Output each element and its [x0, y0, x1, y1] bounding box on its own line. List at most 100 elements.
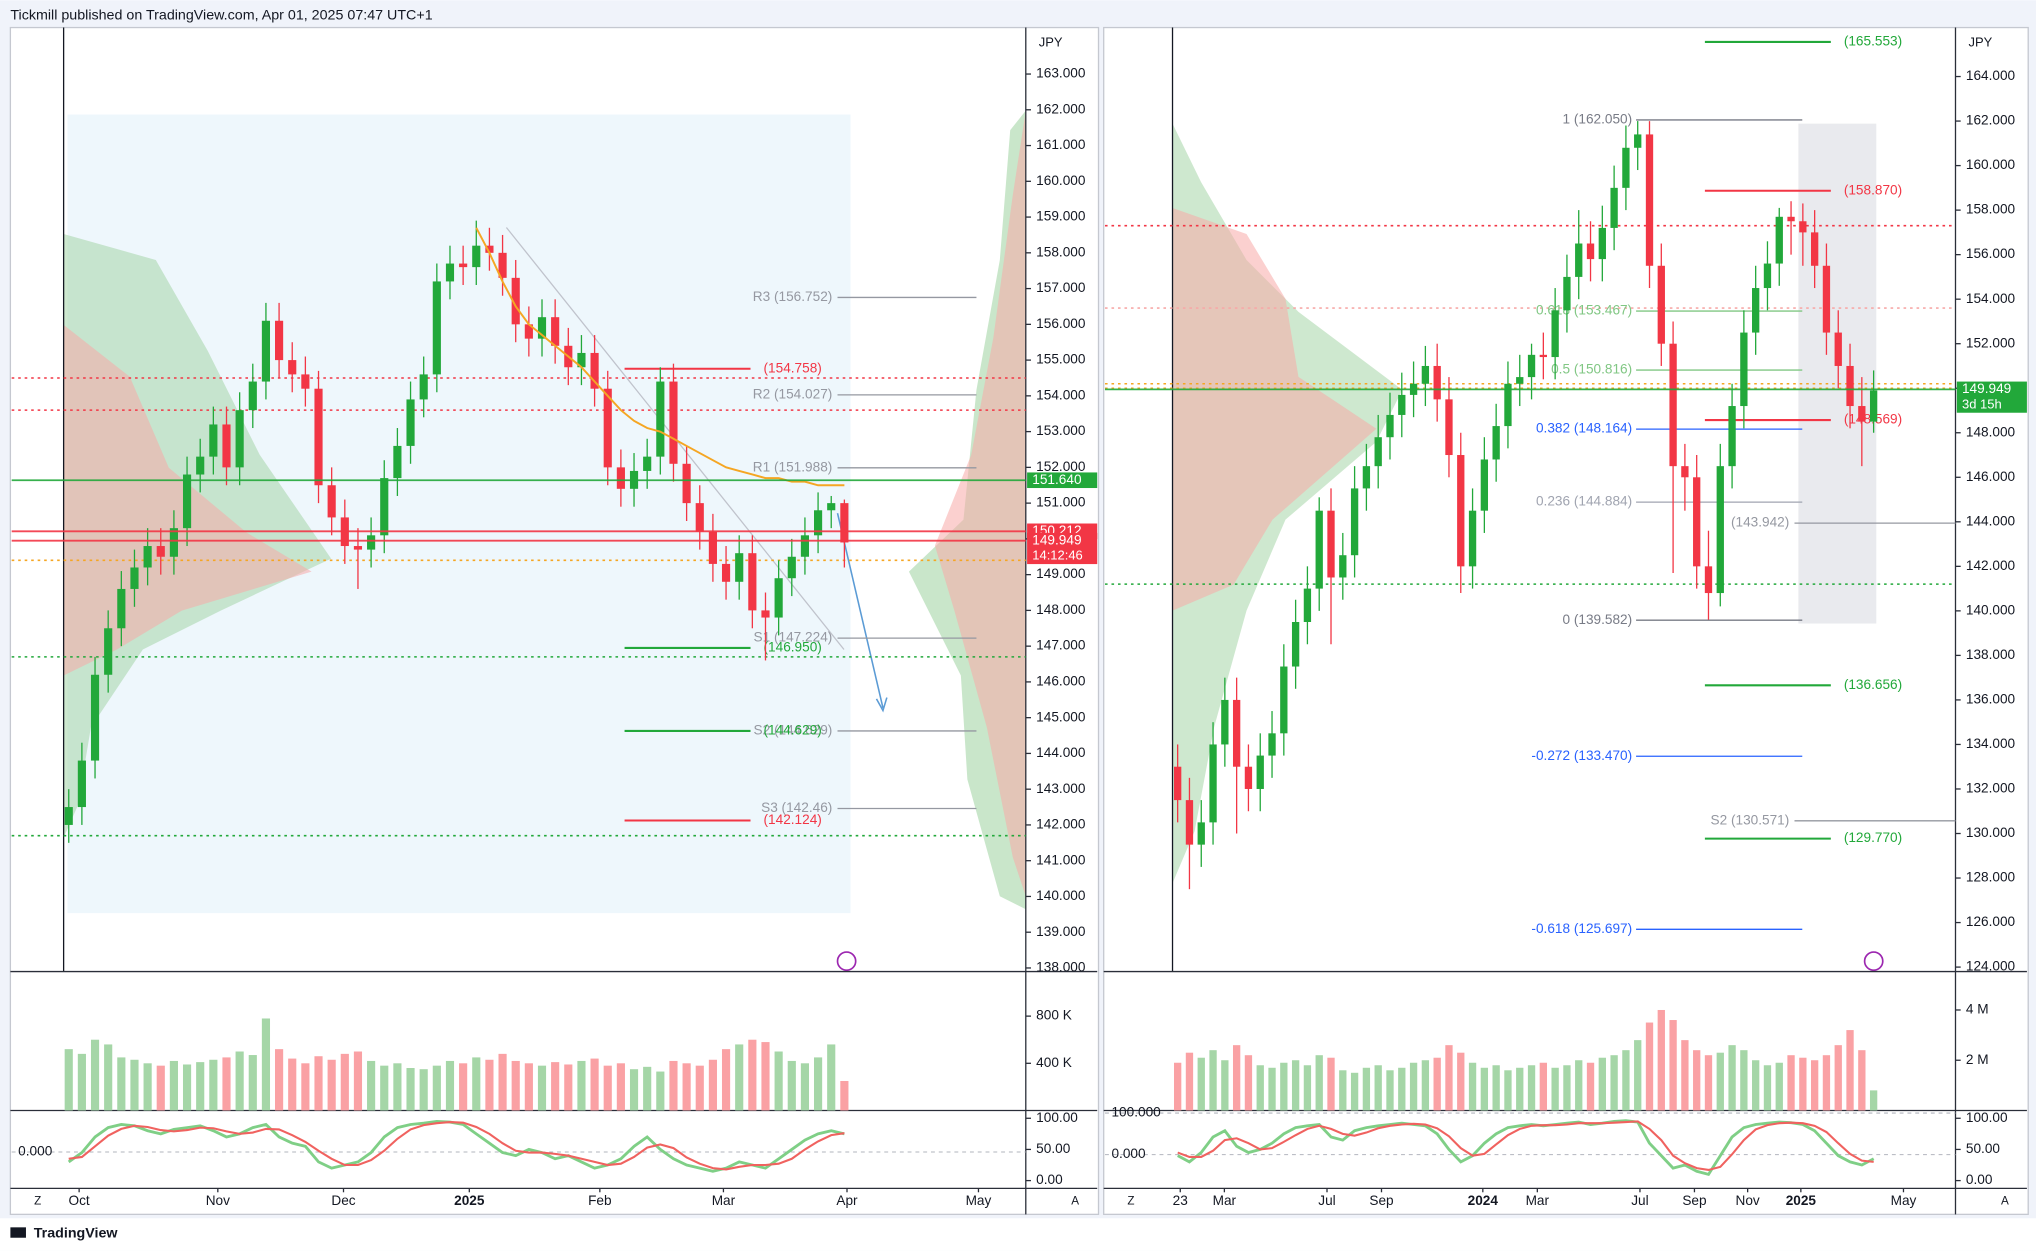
volume-bar — [1869, 1090, 1878, 1111]
volume-bar — [1634, 1040, 1642, 1111]
candle-body — [1775, 216, 1783, 264]
pivot-label: R2 (154.027) — [753, 386, 833, 401]
volume-bar — [117, 1057, 126, 1111]
volume-bar — [603, 1065, 612, 1111]
volume-bar — [1445, 1045, 1453, 1111]
volume-bar — [1822, 1055, 1831, 1111]
y-tick-label: 146.000 — [1966, 469, 2016, 484]
currency: JPY — [1968, 35, 1992, 50]
volume-bar — [1268, 1067, 1276, 1111]
volume-bar — [1799, 1057, 1807, 1111]
fib-label: -0.618 (125.697) — [1531, 921, 1632, 936]
volume-bar — [1539, 1062, 1547, 1111]
volume-bar — [432, 1065, 441, 1111]
y-tick-label: 162.000 — [1966, 113, 2016, 128]
volume-bar — [1693, 1050, 1701, 1111]
volume-bar — [1386, 1070, 1394, 1111]
lightning-icon[interactable] — [836, 951, 857, 972]
y-tick-label: 147.000 — [1036, 638, 1086, 653]
y-tick-label: 163.000 — [1036, 66, 1086, 81]
volume-bar — [721, 1049, 731, 1111]
x-tick-label: 2025 — [1786, 1193, 1817, 1208]
price-badge-label: 149.949 — [1962, 381, 2011, 396]
candle-body — [1645, 134, 1654, 266]
osc-tick-label: 0.00 — [1036, 1172, 1063, 1187]
volume-bar — [248, 1055, 257, 1111]
candle-body — [1858, 406, 1866, 422]
candle-body — [695, 503, 704, 532]
osc-tick-label: 50.00 — [1966, 1141, 2001, 1156]
volume-bar — [656, 1071, 665, 1111]
volume-bar — [235, 1051, 244, 1111]
candle-body — [445, 263, 455, 282]
volume-bar — [1716, 1052, 1724, 1111]
lightning-icon[interactable] — [1863, 951, 1884, 972]
candle-body — [1398, 394, 1406, 415]
volume-bar — [1244, 1055, 1253, 1111]
volume-bar — [1232, 1045, 1241, 1111]
candle-body — [498, 252, 507, 278]
fib-label: 0 (139.582) — [1562, 612, 1632, 627]
x-tick-label: Sep — [1369, 1193, 1393, 1208]
y-tick-label: 154.000 — [1036, 387, 1086, 402]
volume-bar — [419, 1069, 428, 1111]
candle-body — [1232, 699, 1241, 767]
volume-bar — [261, 1018, 271, 1111]
price-badge-countdown: 14:12:46 — [1032, 548, 1082, 563]
price-badge — [1027, 472, 1098, 489]
candle-body — [1563, 276, 1571, 311]
candle-body — [590, 352, 599, 389]
candle-body — [577, 352, 586, 368]
volume-bar — [1575, 1060, 1583, 1111]
volume-bar — [840, 1080, 849, 1111]
volume-bar — [537, 1065, 547, 1111]
volume-bar — [327, 1059, 336, 1111]
volume-bar — [1704, 1055, 1713, 1111]
volume-bar — [787, 1060, 796, 1111]
candle-body — [196, 456, 205, 475]
fib-label: 0.618 (153.467) — [1536, 303, 1632, 318]
candle-body — [1575, 243, 1583, 277]
candle-body — [1433, 365, 1441, 400]
candle-body — [459, 263, 468, 268]
candle-body — [156, 546, 165, 557]
volume-bar — [406, 1068, 415, 1111]
y-tick-label: 158.000 — [1036, 244, 1086, 259]
candle-body — [1327, 510, 1335, 578]
candle-body — [1716, 466, 1724, 594]
candle-body — [301, 374, 310, 389]
auto-button: A — [2001, 1194, 2009, 1207]
candle-body — [117, 588, 126, 629]
volume-bar — [1433, 1057, 1441, 1111]
x-tick-label: Mar — [1526, 1193, 1550, 1208]
pivot-label: (143.942) — [1731, 515, 1789, 530]
currency: JPY — [1039, 35, 1063, 50]
header: Tickmill published on TradingView.com, A… — [10, 8, 432, 24]
volume-bar — [1551, 1067, 1559, 1111]
y-tick-label: 155.000 — [1036, 352, 1086, 367]
candle-body — [222, 424, 231, 468]
candle-body — [616, 467, 625, 489]
volume-bar — [1563, 1065, 1571, 1111]
candle-body — [1480, 459, 1489, 511]
volume-bar — [1291, 1060, 1300, 1111]
y-tick-label: 149.000 — [1036, 566, 1086, 581]
volume-bar — [1421, 1060, 1430, 1111]
candle-body — [603, 388, 612, 468]
volume-bar — [1598, 1057, 1606, 1111]
candle-body — [1539, 354, 1547, 358]
y-tick-label: 140.000 — [1036, 888, 1086, 903]
volume-bar — [1516, 1067, 1524, 1111]
volume-bar — [1657, 1009, 1665, 1111]
y-tick-label: 146.000 — [1036, 674, 1086, 689]
volume-bar — [1586, 1062, 1595, 1111]
candle-body — [537, 317, 547, 339]
oscillator-line — [1177, 1120, 1874, 1172]
volume-bar — [629, 1069, 639, 1111]
level-label: (142.124) — [764, 812, 822, 827]
y-tick-label: 128.000 — [1966, 870, 2016, 885]
candle-body — [327, 485, 336, 518]
level-label: (136.656) — [1844, 677, 1902, 692]
volume-bar — [616, 1063, 625, 1111]
volume-bar — [590, 1058, 599, 1111]
